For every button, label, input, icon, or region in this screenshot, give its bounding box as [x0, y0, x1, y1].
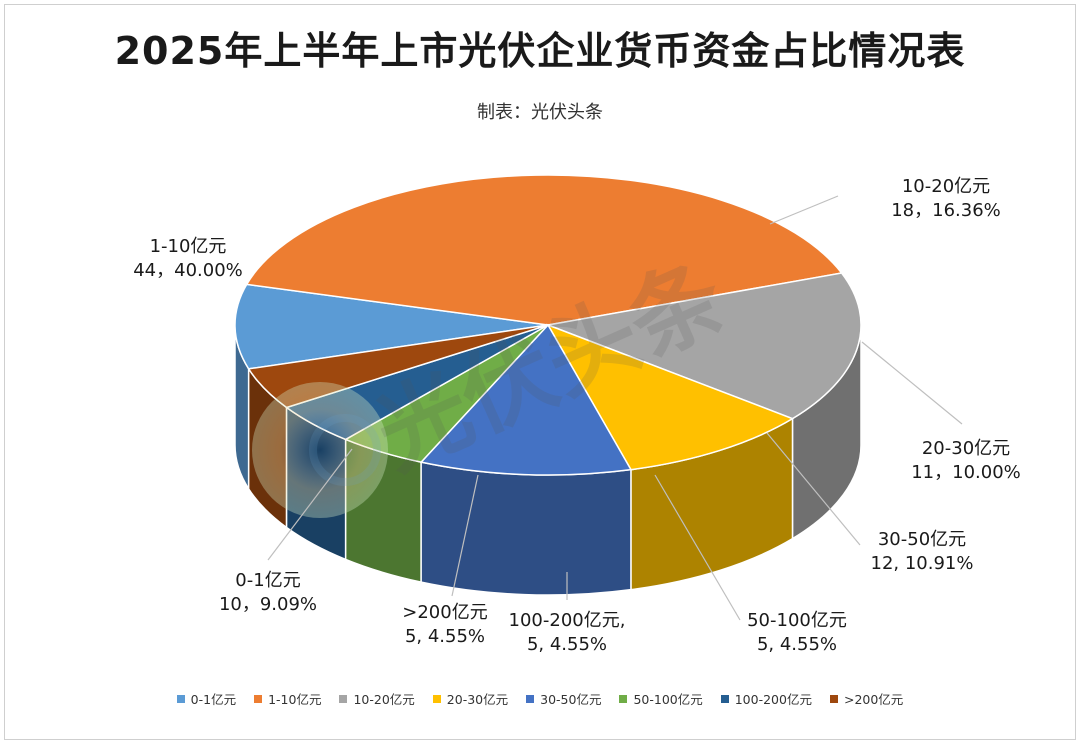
leader-line-4 [766, 432, 861, 546]
legend-swatch [829, 694, 838, 703]
pie-slice-4 [419, 323, 633, 476]
legend-label: 30-50亿元 [540, 692, 602, 707]
leader-line-2 [769, 195, 839, 225]
legend-label: 100-200亿元 [734, 692, 812, 707]
leader-line-3 [861, 341, 963, 425]
legend-label: 0-1亿元 [190, 692, 237, 707]
pie-tops [234, 174, 862, 476]
data-label-4: 30-50亿元 12, 10.91% [871, 529, 974, 574]
leader-line-0 [267, 448, 353, 561]
data-label-1-line-1: 44，40.00% [133, 260, 243, 281]
legend-label: 1-10亿元 [268, 692, 322, 707]
data-label-5-line-0: 50-100亿元 [747, 610, 847, 631]
data-label-1-line-0: 1-10亿元 [150, 236, 227, 257]
data-label-0-line-1: 10，9.09% [219, 594, 317, 615]
data-label-0: 0-1亿元 10，9.09% [219, 570, 317, 615]
legend: 0-1亿元 1-10亿元 10-20亿元 20-30亿元 30-50亿元 50-100亿元… [0, 689, 1080, 708]
data-label-7-line-0: >200亿元 [402, 602, 487, 623]
legend-item-5: 50-100亿元 [619, 689, 703, 708]
leader-line-5 [654, 474, 741, 621]
pie-slice-0 [234, 283, 549, 370]
data-label-7-line-1: 5, 4.55% [405, 626, 485, 647]
chart-title: 2025年上半年上市光伏企业货币资金占比情况表 [114, 29, 966, 73]
data-label-3-line-1: 11，10.00% [911, 462, 1021, 483]
pie-slice-3 [546, 323, 795, 471]
data-label-5: 50-100亿元 5, 4.55% [747, 610, 847, 655]
data-label-2-line-0: 10-20亿元 [902, 176, 990, 197]
data-label-2-line-1: 18，16.36% [891, 200, 1001, 221]
data-label-2: 10-20亿元 18，16.36% [891, 176, 1001, 221]
legend-swatch [339, 694, 348, 703]
legend-swatch [720, 694, 729, 703]
legend-item-1: 1-10亿元 [254, 689, 321, 708]
legend-label: 20-30亿元 [446, 692, 509, 707]
legend-swatch [432, 694, 441, 703]
legend-label: 50-100亿元 [633, 692, 703, 707]
data-label-1: 1-10亿元 44，40.00% [133, 236, 243, 281]
legend-swatch [526, 694, 535, 703]
legend-swatch [254, 694, 263, 703]
data-label-7: >200亿元 5, 4.55% [402, 602, 487, 647]
data-label-3: 20-30亿元 11，10.00% [911, 438, 1021, 483]
chart-frame [4, 4, 1076, 740]
pie-slice-2 [545, 272, 862, 420]
legend-item-2: 10-20亿元 [339, 689, 415, 708]
data-label-6-line-1: 5, 4.55% [527, 634, 607, 655]
data-labels: 0-1亿元 10，9.09% 1-10亿元 44，40.00% 10-20亿元 18，16… [133, 176, 1021, 655]
legend-item-0: 0-1亿元 [176, 689, 237, 708]
leader-lines [267, 195, 963, 621]
data-label-3-line-0: 20-30亿元 [922, 438, 1010, 459]
data-label-5-line-1: 5, 4.55% [757, 634, 837, 655]
data-label-6: 100-200亿元, 5, 4.55% [509, 610, 626, 655]
pie-side-4 [420, 461, 632, 596]
data-label-4-line-1: 12, 10.91% [871, 553, 974, 574]
legend-label: 10-20亿元 [353, 692, 415, 707]
watermark-logo-icon [252, 382, 388, 518]
legend-swatch [619, 694, 628, 703]
legend-item-6: 100-200亿元 [720, 689, 812, 708]
data-label-0-line-0: 0-1亿元 [235, 570, 300, 591]
legend-swatch [176, 694, 185, 703]
data-label-4-line-0: 30-50亿元 [878, 529, 966, 550]
legend-item-4: 30-50亿元 [526, 689, 601, 708]
legend-label: >200亿元 [843, 692, 904, 707]
legend-item-7: >200亿元 [829, 689, 904, 708]
leader-line-7 [451, 474, 479, 597]
chart-subtitle: 制表：光伏头条 [477, 102, 603, 123]
data-label-6-line-0: 100-200亿元, [509, 610, 626, 631]
legend-item-3: 20-30亿元 [432, 689, 509, 708]
pie-slice-1 [245, 174, 843, 326]
